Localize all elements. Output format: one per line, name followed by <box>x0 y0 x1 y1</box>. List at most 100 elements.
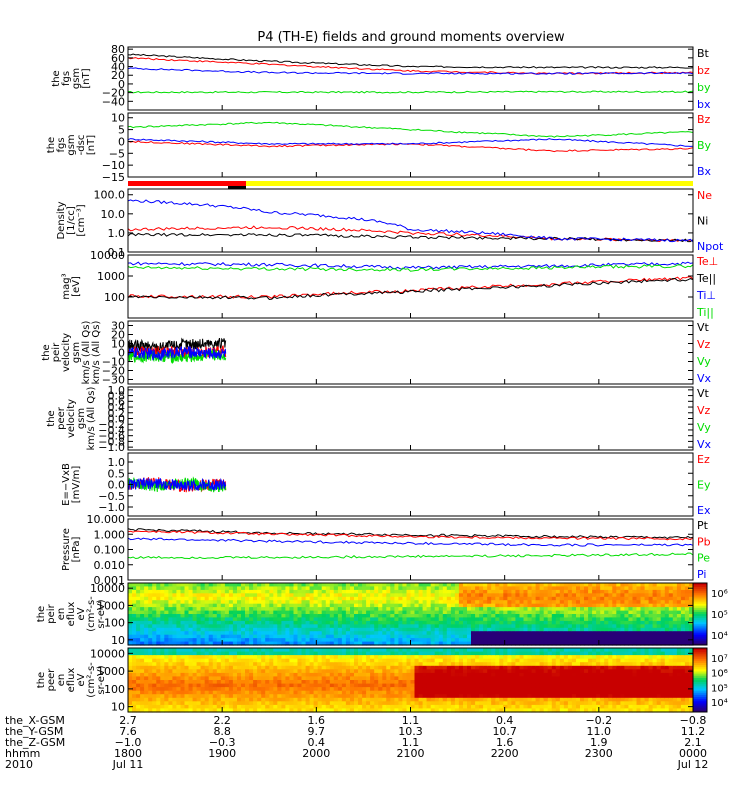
heatmap-cell <box>305 617 311 622</box>
heatmap-cell <box>567 641 573 646</box>
heatmap-cell <box>132 634 137 639</box>
heatmap-cell <box>362 589 367 594</box>
heatmap-cell <box>636 589 642 594</box>
heatmap-cell <box>257 658 262 663</box>
heatmap-cell <box>519 620 525 625</box>
heatmap-cell <box>499 680 504 685</box>
legend-entry: Ni <box>697 215 708 228</box>
heatmap-cell <box>487 648 492 653</box>
heatmap-cell <box>232 651 238 656</box>
heatmap-cell <box>184 676 190 681</box>
heatmap-cell <box>253 694 258 699</box>
heatmap-cell <box>257 583 262 587</box>
heatmap-cell <box>471 648 476 653</box>
heatmap-cell <box>410 627 416 632</box>
heatmap-cell <box>511 589 516 594</box>
heatmap-cell <box>495 690 500 695</box>
heatmap-cell <box>241 648 246 653</box>
heatmap-cell <box>249 687 254 692</box>
heatmap-cell <box>305 600 311 605</box>
heatmap-cell <box>402 593 407 598</box>
heatmap-cell <box>539 610 545 615</box>
y-axis-label-line: km/s (All Qs) <box>86 387 97 451</box>
y-tick-label: 1.0 <box>108 456 126 469</box>
heatmap-cell <box>596 672 601 678</box>
heatmap-cell <box>140 583 145 587</box>
heatmap-cell <box>249 694 254 699</box>
heatmap-cell <box>313 596 319 601</box>
heatmap-cell <box>341 683 347 688</box>
heatmap-cell <box>491 672 496 678</box>
heatmap-cell <box>317 617 323 622</box>
heatmap-cell <box>644 641 650 646</box>
heatmap-cell <box>555 596 561 601</box>
heatmap-cell <box>317 614 323 618</box>
heatmap-cell <box>208 641 214 646</box>
heatmap-cell <box>636 610 642 615</box>
heatmap-cell <box>430 641 436 646</box>
heatmap-cell <box>394 655 399 660</box>
heatmap-cell <box>515 627 520 632</box>
heatmap-cell <box>483 662 488 667</box>
heatmap-cell <box>576 600 581 605</box>
heatmap-cell <box>345 658 351 663</box>
heatmap-cell <box>164 638 169 643</box>
legend-entry: Vy <box>697 421 711 434</box>
heatmap-cell <box>519 603 525 608</box>
heatmap-cell <box>648 634 654 639</box>
heatmap-cell <box>305 676 311 681</box>
heatmap-cell <box>664 627 670 632</box>
heatmap-cell <box>180 638 186 643</box>
heatmap-cell <box>366 672 371 678</box>
heatmap-cell <box>499 648 504 653</box>
heatmap-cell <box>261 669 266 674</box>
heatmap-cell <box>676 589 682 594</box>
heatmap-cell <box>414 627 420 632</box>
heatmap-cell <box>309 694 315 699</box>
heatmap-cell <box>580 614 585 618</box>
heatmap-cell <box>350 600 355 605</box>
heatmap-cell <box>293 672 299 678</box>
heatmap-cell <box>224 610 230 615</box>
heatmap-cell <box>527 708 533 713</box>
heatmap-cell <box>132 655 137 660</box>
heatmap-cell <box>321 658 327 663</box>
heatmap-cell <box>152 596 157 601</box>
heatmap-cell <box>261 676 266 681</box>
heatmap-cell <box>406 704 412 710</box>
heatmap-cell <box>394 586 399 591</box>
heatmap-cell <box>563 583 569 587</box>
heatmap-cell <box>192 701 198 706</box>
heatmap-cell <box>196 586 202 591</box>
heatmap-cell <box>261 641 266 646</box>
heatmap-cell <box>458 648 464 653</box>
heatmap-cell <box>584 662 589 667</box>
heatmap-cell <box>467 620 472 625</box>
heatmap-cell <box>592 634 597 639</box>
heatmap-cell <box>422 614 428 618</box>
heatmap-cell <box>277 596 282 601</box>
heatmap-cell <box>580 596 585 601</box>
y-tick-label: 80 <box>111 43 125 56</box>
heatmap-cell <box>527 589 533 594</box>
heatmap-cell <box>571 610 577 615</box>
heatmap-cell <box>576 596 581 601</box>
heatmap-cell <box>402 607 407 612</box>
heatmap-cell <box>370 655 375 660</box>
heatmap-cell <box>313 683 319 688</box>
heatmap-cell <box>479 701 484 706</box>
heatmap-cell <box>220 617 226 622</box>
heatmap-cell <box>559 596 565 601</box>
heatmap-cell <box>333 624 339 629</box>
heatmap-cell <box>632 607 638 612</box>
heatmap-cell <box>204 617 210 622</box>
heatmap-cell <box>366 593 371 598</box>
heatmap-cell <box>333 593 339 598</box>
heatmap-cell <box>228 593 234 598</box>
heatmap-cell <box>394 641 399 646</box>
heatmap-cell <box>519 658 525 663</box>
heatmap-cell <box>604 600 609 605</box>
heatmap-cell <box>499 704 504 710</box>
heatmap-cell <box>471 614 476 618</box>
heatmap-cell <box>519 694 525 699</box>
